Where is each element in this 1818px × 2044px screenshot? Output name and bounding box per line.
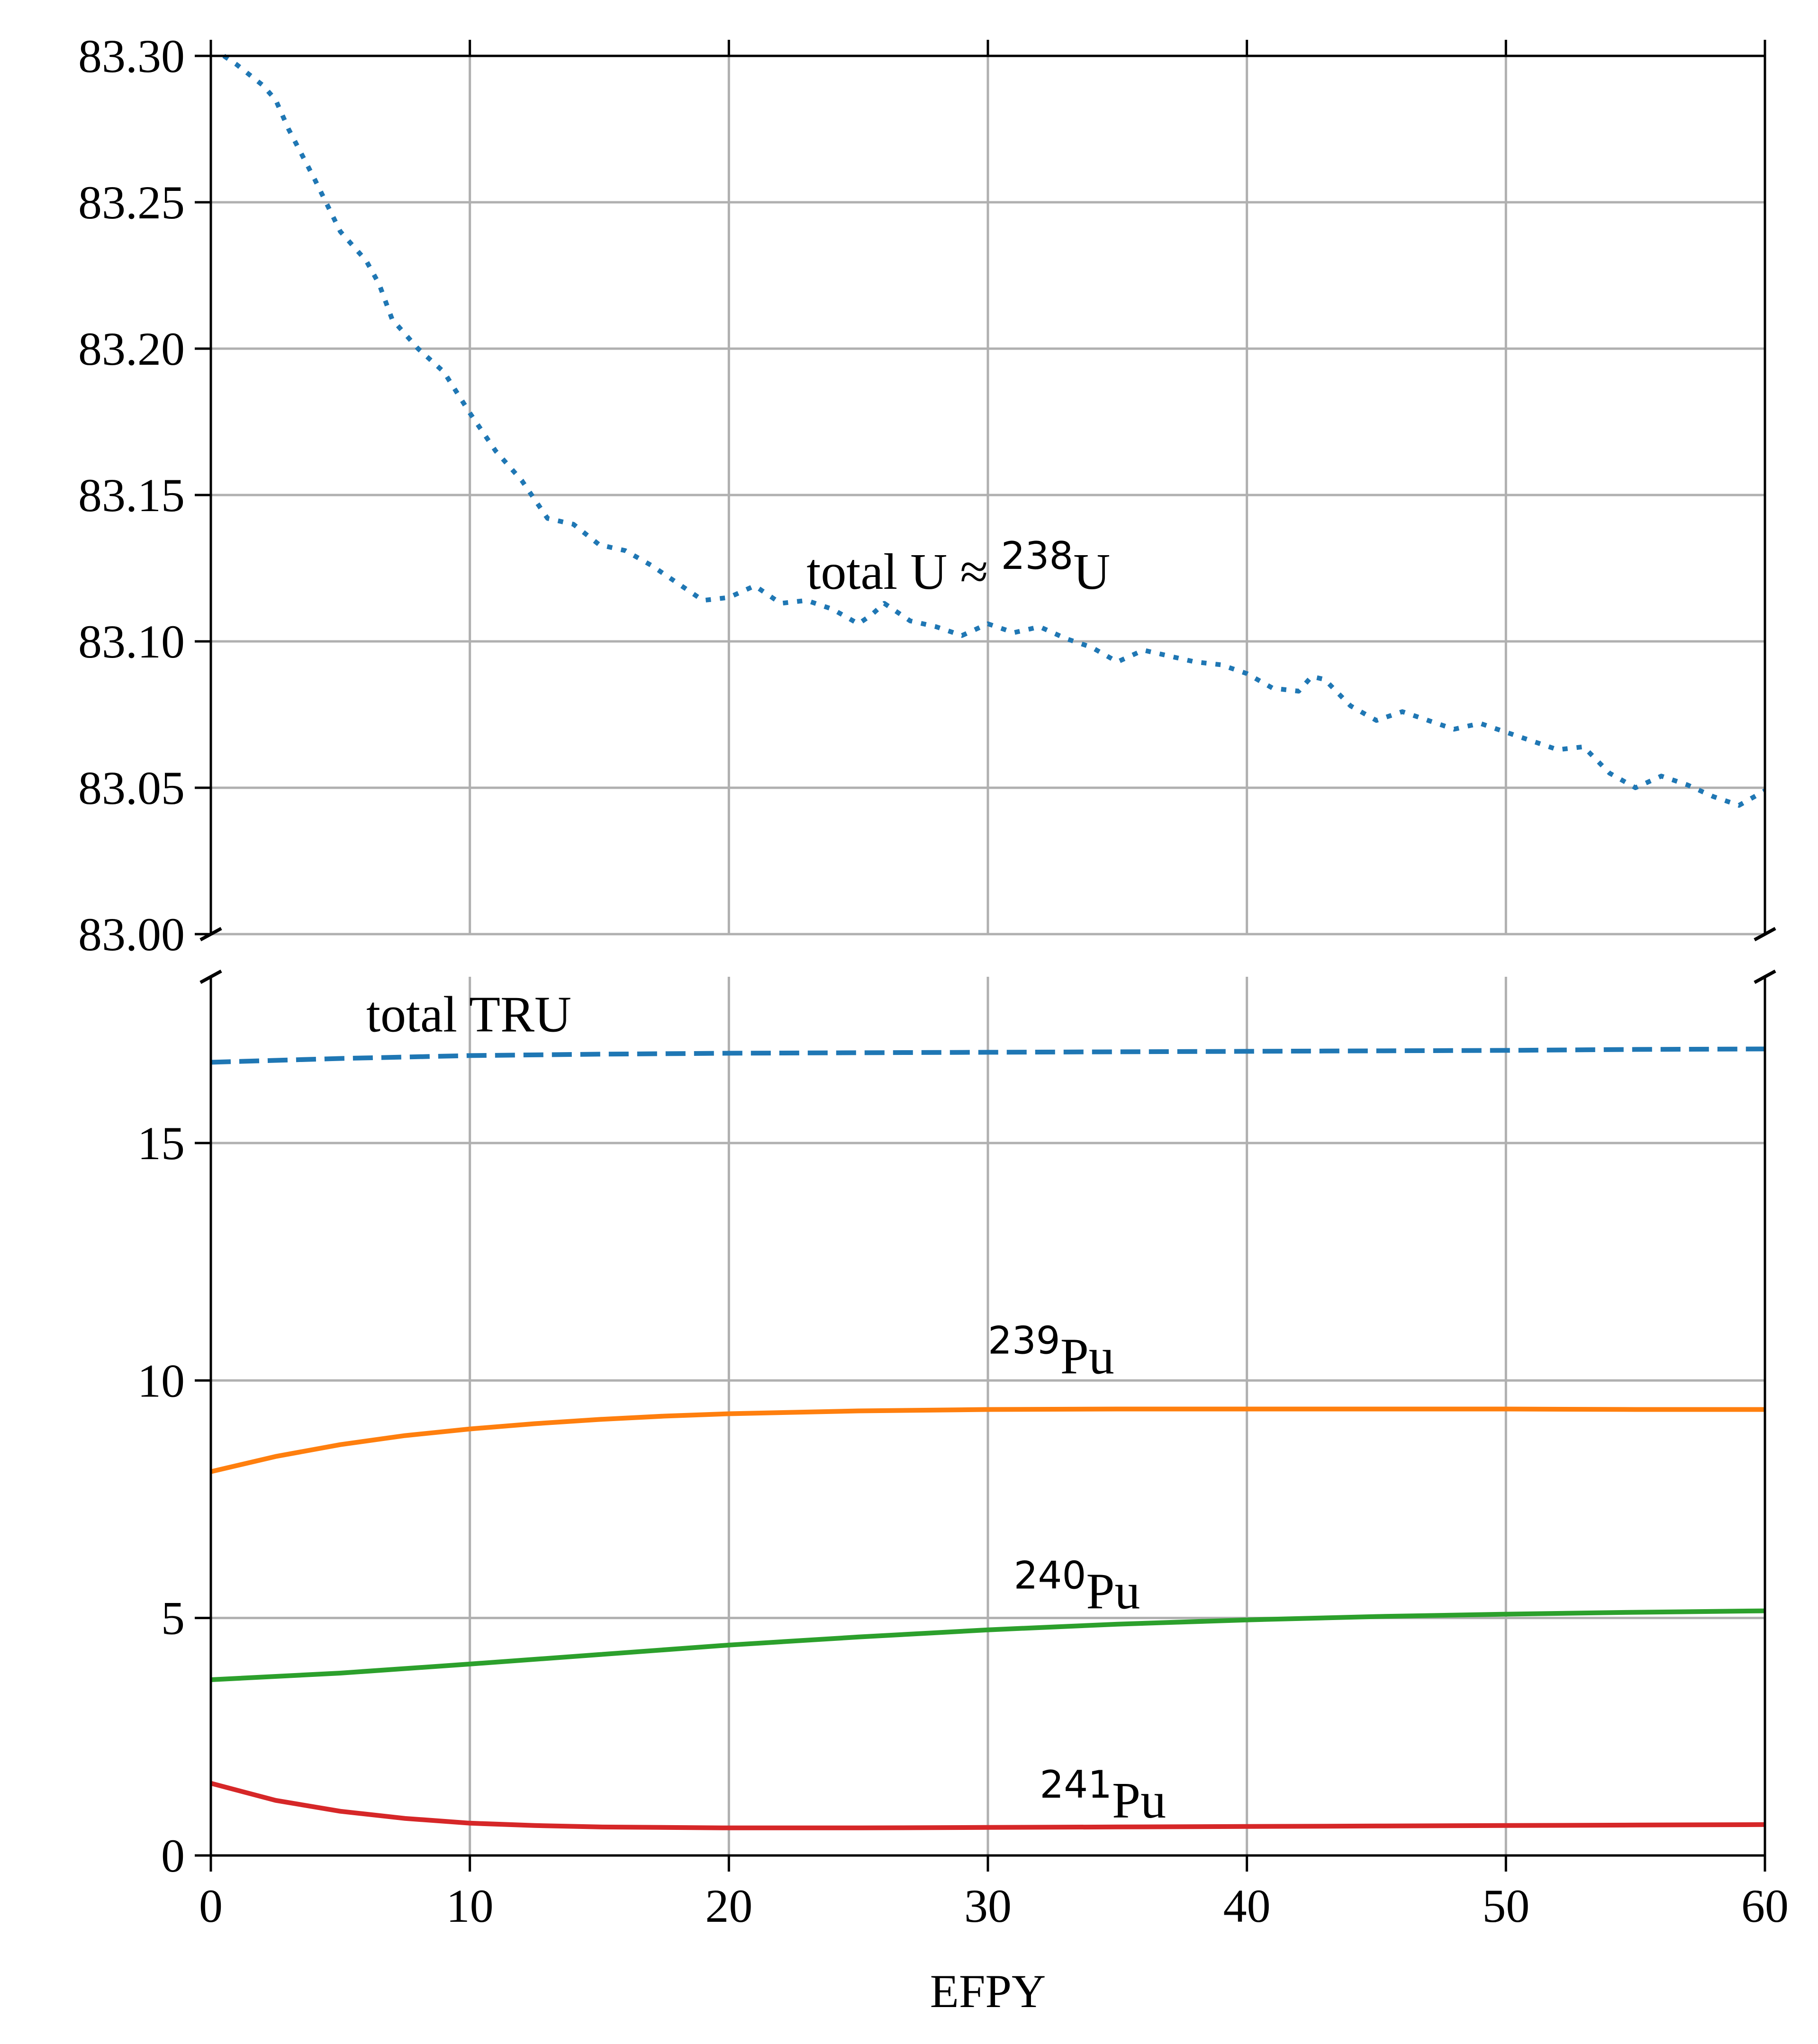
series-line-0 — [210, 1046, 1765, 1065]
y-tick-label: 83.25 — [78, 176, 185, 229]
top-panel: 83.00 83.05 83.10 83.15 83.20 83.25 83.30 total… — [78, 30, 1766, 961]
axis-break-marks — [199, 927, 1776, 984]
y-tick-label: 10 — [137, 1354, 185, 1407]
y-tick-label: 83.15 — [78, 469, 185, 522]
series-line-2 — [210, 1608, 1765, 1682]
y-tick-label: 83.00 — [78, 908, 185, 961]
series-label: total U ≈ 238U — [806, 534, 1110, 600]
x-tick-label: 30 — [964, 1880, 1012, 1932]
series-label: 240Pu — [1014, 1554, 1140, 1620]
series-line-0 — [222, 54, 1766, 808]
break-mark — [199, 969, 222, 984]
y-tick-label: 83.10 — [78, 615, 185, 668]
series-line-1 — [210, 1406, 1765, 1474]
x-tick-label: 0 — [199, 1880, 223, 1932]
y-tick-label: 0 — [161, 1829, 185, 1882]
y-tick-label: 15 — [137, 1117, 185, 1170]
break-mark — [1754, 969, 1776, 984]
series-label: total TRU — [366, 986, 571, 1043]
x-axis-title: EFPY — [930, 1965, 1046, 2017]
x-tick-label: 20 — [705, 1880, 752, 1932]
series-line-3 — [210, 1781, 1765, 1830]
y-tick-label: 83.30 — [78, 30, 185, 82]
x-tick-label: 40 — [1223, 1880, 1271, 1932]
x-tick-label: 10 — [446, 1880, 494, 1932]
break-mark — [1754, 927, 1776, 942]
y-tick-label: 83.05 — [78, 762, 185, 814]
break-mark — [199, 927, 222, 942]
x-tick-label: 60 — [1741, 1880, 1789, 1932]
series-label: 241Pu — [1040, 1763, 1166, 1829]
x-tick-label: 50 — [1482, 1880, 1529, 1932]
y-tick-label: 83.20 — [78, 323, 185, 375]
series-label: 239Pu — [988, 1318, 1114, 1385]
y-tick-label: 5 — [161, 1592, 185, 1645]
bottom-panel: 0 5 10 15 0 10 20 30 40 50 60 total TRU 239Pu 240Pu 24… — [137, 977, 1789, 1932]
